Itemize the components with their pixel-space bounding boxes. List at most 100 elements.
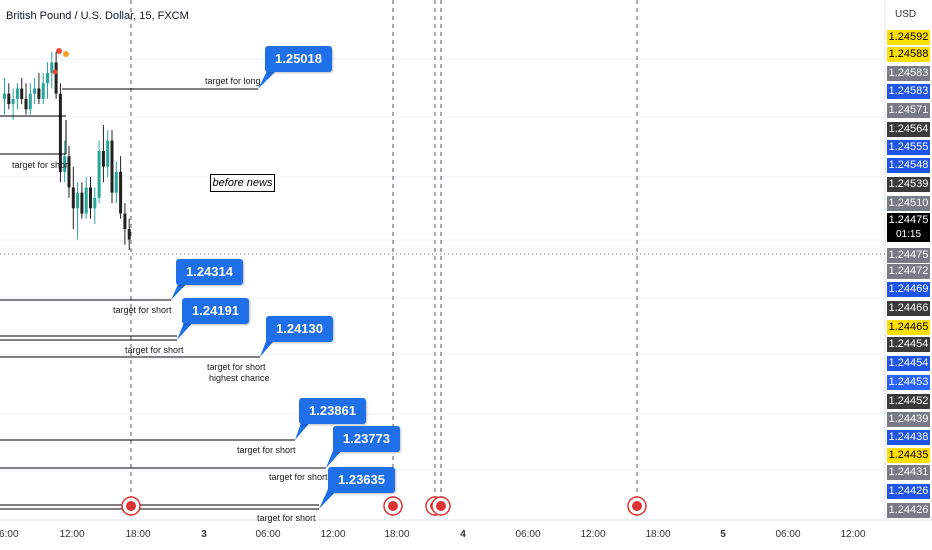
candle-body-23 <box>101 151 105 167</box>
time-axis-tick: 3 <box>201 529 207 540</box>
event-flag-core-0 <box>126 501 136 511</box>
candle-body-6 <box>28 93 32 110</box>
candle-body-9 <box>41 83 45 99</box>
target-label: target for short <box>269 472 328 482</box>
event-flag-core-1 <box>388 501 398 511</box>
price-axis-label: 1.24426 <box>887 484 930 499</box>
price-callout[interactable]: 1.24314 <box>176 259 243 285</box>
news-annotation[interactable]: before news <box>210 174 275 192</box>
candle-body-25 <box>110 140 114 193</box>
price-axis-label: 1.24431 <box>887 465 930 480</box>
time-axis-tick: 06:00 <box>255 529 281 540</box>
price-callout[interactable]: 1.23635 <box>328 467 395 493</box>
time-axis-tick: 06:00 <box>515 529 541 540</box>
price-axis-label: 1.24454 <box>887 356 930 371</box>
candle-body-2 <box>11 98 15 105</box>
event-flag-core-3 <box>436 501 446 511</box>
candle-body-17 <box>76 192 80 209</box>
candle-body-18 <box>80 192 84 214</box>
time-axis-tick: 18:00 <box>125 529 151 540</box>
candle-body-0 <box>3 93 6 99</box>
price-axis-label: 1.24472 <box>887 264 930 279</box>
time-axis-tick: 5 <box>720 529 726 540</box>
time-axis-tick: 18:00 <box>384 529 410 540</box>
target-label: target for short <box>12 160 71 170</box>
signal-dot-red <box>56 48 62 54</box>
signal-dot-red-2 <box>52 69 58 75</box>
candle-body-13 <box>58 93 62 172</box>
currency-label[interactable]: USD <box>895 9 917 20</box>
candle-body-20 <box>89 187 92 209</box>
candle-body-28 <box>123 213 127 230</box>
price-callout[interactable]: 1.25018 <box>265 46 332 72</box>
target-label: target for short <box>237 445 296 455</box>
callout-pointer-6 <box>319 489 338 509</box>
time-axis-tick: 18:00 <box>645 529 671 540</box>
price-axis-label: 1.24592 <box>887 30 930 45</box>
candle-body-7 <box>33 88 37 94</box>
time-axis-tick: 12:00 <box>840 529 866 540</box>
price-axis-label: 1.24454 <box>887 337 930 352</box>
price-axis-label: 1.24548 <box>887 158 930 173</box>
candle-body-26 <box>114 171 118 193</box>
candle-body-16 <box>71 187 75 209</box>
target-sublabel: highest chance <box>209 373 270 383</box>
time-axis-tick: 12:00 <box>580 529 606 540</box>
candle-body-10 <box>46 72 49 84</box>
time-axis-tick: 06:00 <box>0 529 19 540</box>
price-axis-label: 1.24469 <box>887 282 930 297</box>
time-axis-tick: 12:00 <box>59 529 85 540</box>
bar-countdown: 01:15 <box>887 228 930 242</box>
price-axis-label: 1.24466 <box>887 301 930 316</box>
target-label: target for short <box>207 362 266 372</box>
candle-body-15 <box>67 156 71 188</box>
price-axis-label: 1.24435 <box>887 448 930 463</box>
candle-body-19 <box>84 187 88 214</box>
price-axis-label: 1.24588 <box>887 47 930 62</box>
price-callout[interactable]: 1.24191 <box>182 298 249 324</box>
price-axis-label: 1.24465 <box>887 320 930 335</box>
price-axis-label: 1.24510 <box>887 196 930 211</box>
time-axis-tick: 12:00 <box>320 529 346 540</box>
signal-dot-orange <box>63 51 69 57</box>
candle-body-1 <box>7 93 11 105</box>
candle-body-22 <box>97 151 101 198</box>
price-axis-label: 1.24452 <box>887 394 930 409</box>
event-flag-core-4 <box>632 501 642 511</box>
candle-body-29 <box>127 229 131 240</box>
candle-body-27 <box>119 171 123 214</box>
time-axis-tick: 06:00 <box>775 529 801 540</box>
callout-pointer-2 <box>177 320 195 340</box>
candle-body-8 <box>37 88 41 99</box>
price-axis-label: 1.24571 <box>887 103 930 118</box>
price-axis-label: 1.24475 <box>887 248 930 263</box>
callout-pointer-1 <box>171 280 190 300</box>
chart-title: British Pound / U.S. Dollar, 15, FXCM <box>6 10 189 22</box>
price-callout[interactable]: 1.23861 <box>299 398 366 424</box>
callout-pointer-4 <box>295 420 312 440</box>
target-label: target for short <box>113 305 172 315</box>
price-axis-label: 1.24555 <box>887 140 930 155</box>
price-axis-label: 1.24453 <box>887 375 930 390</box>
candle-body-3 <box>15 88 19 99</box>
price-axis-label: 1.24439 <box>887 412 930 427</box>
price-callout[interactable]: 1.24130 <box>266 316 333 342</box>
target-label: target for short <box>125 345 184 355</box>
callout-pointer-5 <box>326 448 344 468</box>
price-callout[interactable]: 1.23773 <box>333 426 400 452</box>
target-label: target for long <box>205 76 261 86</box>
price-axis-label: 1.24583 <box>887 84 930 99</box>
callout-pointer-0 <box>258 69 278 89</box>
candle-body-5 <box>24 98 28 110</box>
price-axis-label: 1.24583 <box>887 66 930 81</box>
price-axis-label: 1.24426 <box>887 503 930 518</box>
candle-body-14 <box>63 156 67 172</box>
price-axis-label: 1.24438 <box>887 430 930 445</box>
candle-body-4 <box>20 88 24 99</box>
candle-body-24 <box>106 140 110 167</box>
time-axis-tick: 4 <box>460 529 466 540</box>
candle-body-11 <box>50 62 54 73</box>
target-label: target for short <box>257 513 316 523</box>
